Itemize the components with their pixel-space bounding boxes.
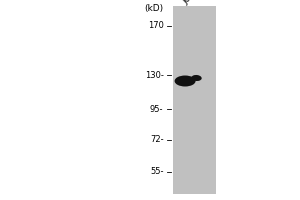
Ellipse shape [191, 75, 202, 81]
Text: 170: 170 [148, 21, 164, 30]
Text: 95-: 95- [150, 104, 164, 114]
Ellipse shape [175, 75, 196, 86]
Text: (kD): (kD) [144, 4, 164, 14]
Text: 72-: 72- [150, 136, 164, 144]
Bar [172, 6, 216, 194]
Text: 130-: 130- [145, 71, 164, 79]
Text: Jurkat: Jurkat [181, 0, 206, 6]
Text: 55-: 55- [150, 168, 164, 176]
